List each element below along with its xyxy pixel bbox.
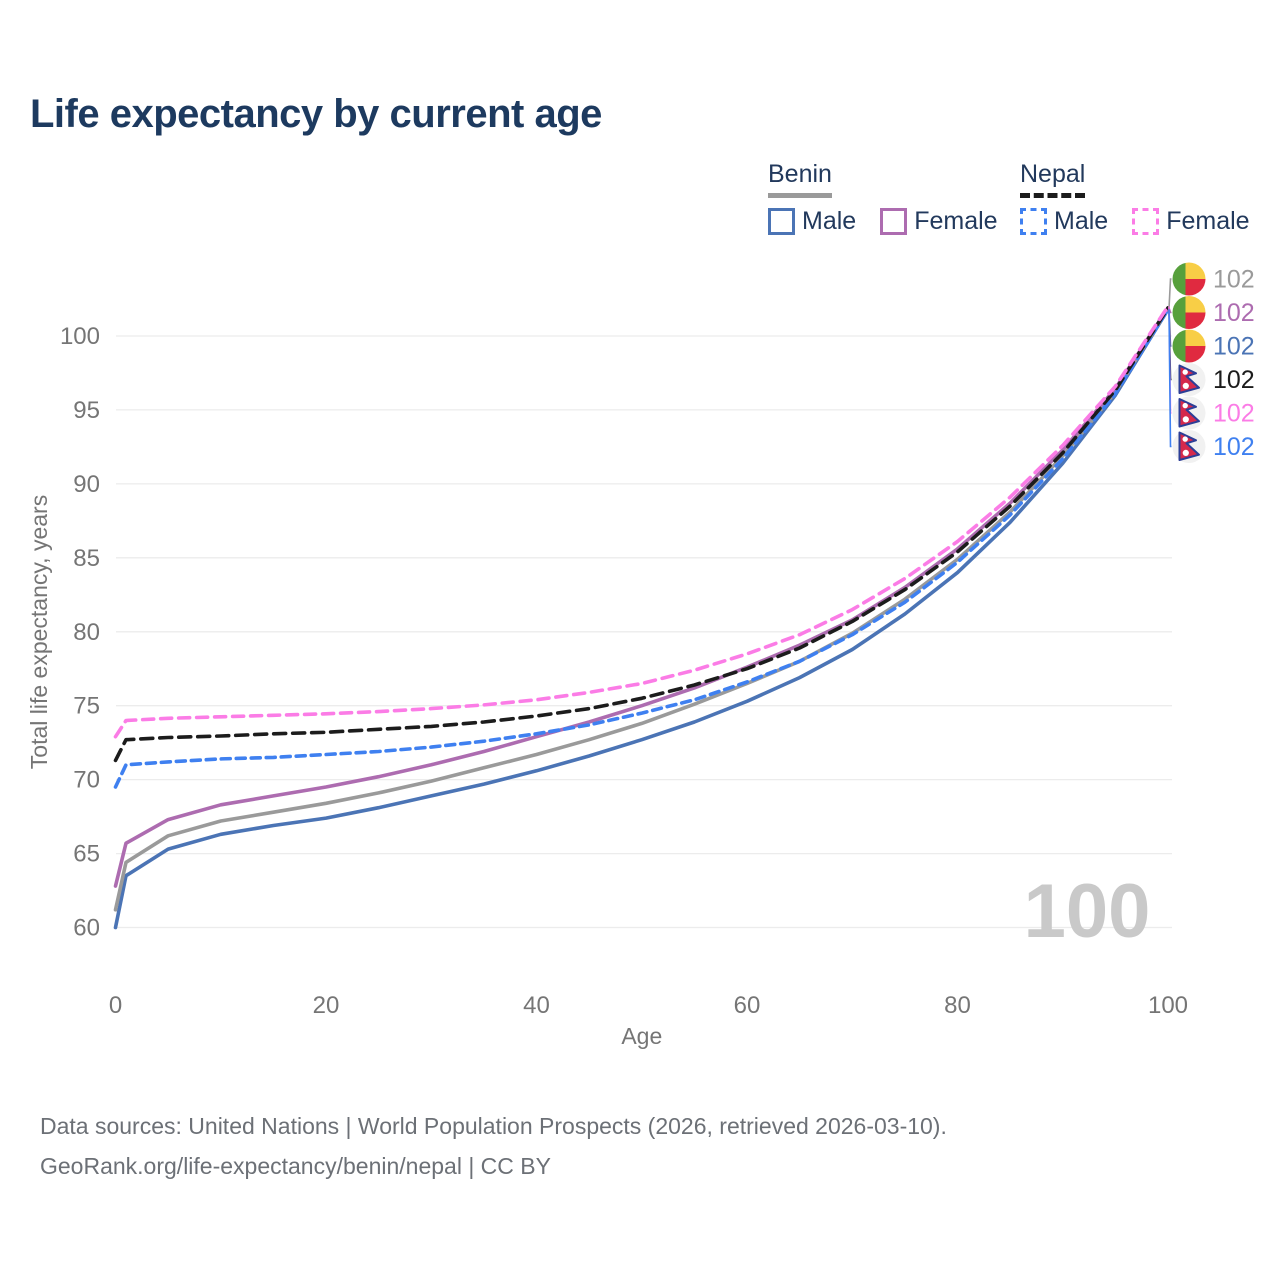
benin-flag-icon — [1172, 262, 1206, 296]
end-value-label-benin-male: 102 — [1213, 333, 1255, 361]
y-tick-label-75: 75 — [73, 693, 100, 720]
x-tick-label-80: 80 — [944, 992, 971, 1019]
nepal-male-swatch-icon — [1020, 208, 1047, 235]
nepal-flag-icon — [1172, 396, 1206, 430]
legend-item-label-nepal-female: Female — [1166, 207, 1250, 235]
y-tick-label-100: 100 — [60, 323, 100, 350]
series-line-benin-male — [113, 307, 1170, 930]
y-tick-label-90: 90 — [73, 471, 100, 498]
x-tick-label-60: 60 — [734, 992, 761, 1019]
x-tick-label-20: 20 — [313, 992, 340, 1019]
benin-flag-icon — [1172, 296, 1206, 329]
benin-female-swatch-icon — [880, 208, 908, 235]
nepal-female-swatch-icon — [1132, 208, 1160, 235]
legend-item-label-benin-female: Female — [914, 207, 998, 235]
end-value-label-nepal-male: 102 — [1213, 433, 1255, 461]
end-connector-nepal-male — [1168, 309, 1172, 448]
legend-country-nepal[interactable]: Nepal — [1020, 160, 1086, 198]
series-line-benin-female — [113, 306, 1170, 888]
benin-male-swatch-icon — [768, 208, 795, 235]
legend-item-nepal-female[interactable]: Female — [1132, 207, 1250, 236]
y-axis-title: Total life expectancy, years — [26, 495, 52, 769]
y-tick-label-85: 85 — [73, 545, 100, 572]
x-tick-label-0: 0 — [109, 992, 122, 1019]
legend-item-benin-male[interactable]: Male — [768, 207, 856, 236]
series-line-benin-all — [113, 306, 1170, 912]
legend-items-nepal: Male Female — [1020, 207, 1250, 236]
legend-items-benin: Male Female — [768, 207, 998, 236]
end-value-label-nepal-all: 102 — [1213, 366, 1255, 394]
age-watermark: 100 — [1024, 869, 1151, 954]
legend-item-label-nepal-male: Male — [1054, 207, 1109, 235]
nepal-flag-icon — [1172, 363, 1206, 396]
y-tick-label-70: 70 — [73, 767, 100, 794]
y-tick-label-65: 65 — [73, 841, 100, 868]
series-line-nepal-male — [113, 307, 1170, 789]
y-tick-label-95: 95 — [73, 397, 100, 424]
x-tick-label-100: 100 — [1148, 992, 1188, 1019]
end-value-label-benin-female: 102 — [1213, 299, 1255, 327]
y-tick-label-60: 60 — [73, 915, 100, 942]
page-title: Life expectancy by current age — [30, 92, 602, 136]
nepal-linestyle-icon — [1020, 193, 1086, 198]
footer-data-sources: Data sources: United Nations | World Pop… — [40, 1113, 947, 1139]
legend-item-label-benin-male: Male — [802, 207, 857, 235]
series-line-nepal-female — [113, 304, 1170, 739]
legend-country-label-benin: Benin — [768, 160, 832, 188]
end-connector-benin-all — [1168, 278, 1172, 309]
legend-group-nepal: Nepal Male Female — [1020, 160, 1250, 236]
footer: Data sources: United Nations | World Pop… — [40, 1106, 947, 1186]
legend-item-benin-female[interactable]: Female — [880, 207, 998, 236]
x-tick-label-40: 40 — [523, 992, 550, 1019]
end-value-label-benin-all: 102 — [1213, 266, 1255, 294]
benin-linestyle-icon — [768, 193, 832, 198]
footer-attribution: GeoRank.org/life-expectancy/benin/nepal … — [40, 1153, 551, 1179]
benin-flag-icon — [1172, 329, 1206, 363]
end-value-label-nepal-female: 102 — [1213, 400, 1255, 428]
legend-country-benin[interactable]: Benin — [768, 160, 832, 198]
x-axis-title: Age — [621, 1023, 662, 1049]
y-tick-label-80: 80 — [73, 619, 100, 646]
series-line-nepal-all — [113, 306, 1170, 763]
legend-country-label-nepal: Nepal — [1020, 160, 1086, 188]
nepal-flag-icon — [1172, 430, 1206, 463]
legend-item-nepal-male[interactable]: Male — [1020, 207, 1108, 236]
legend-group-benin: Benin Male Female — [768, 160, 998, 236]
